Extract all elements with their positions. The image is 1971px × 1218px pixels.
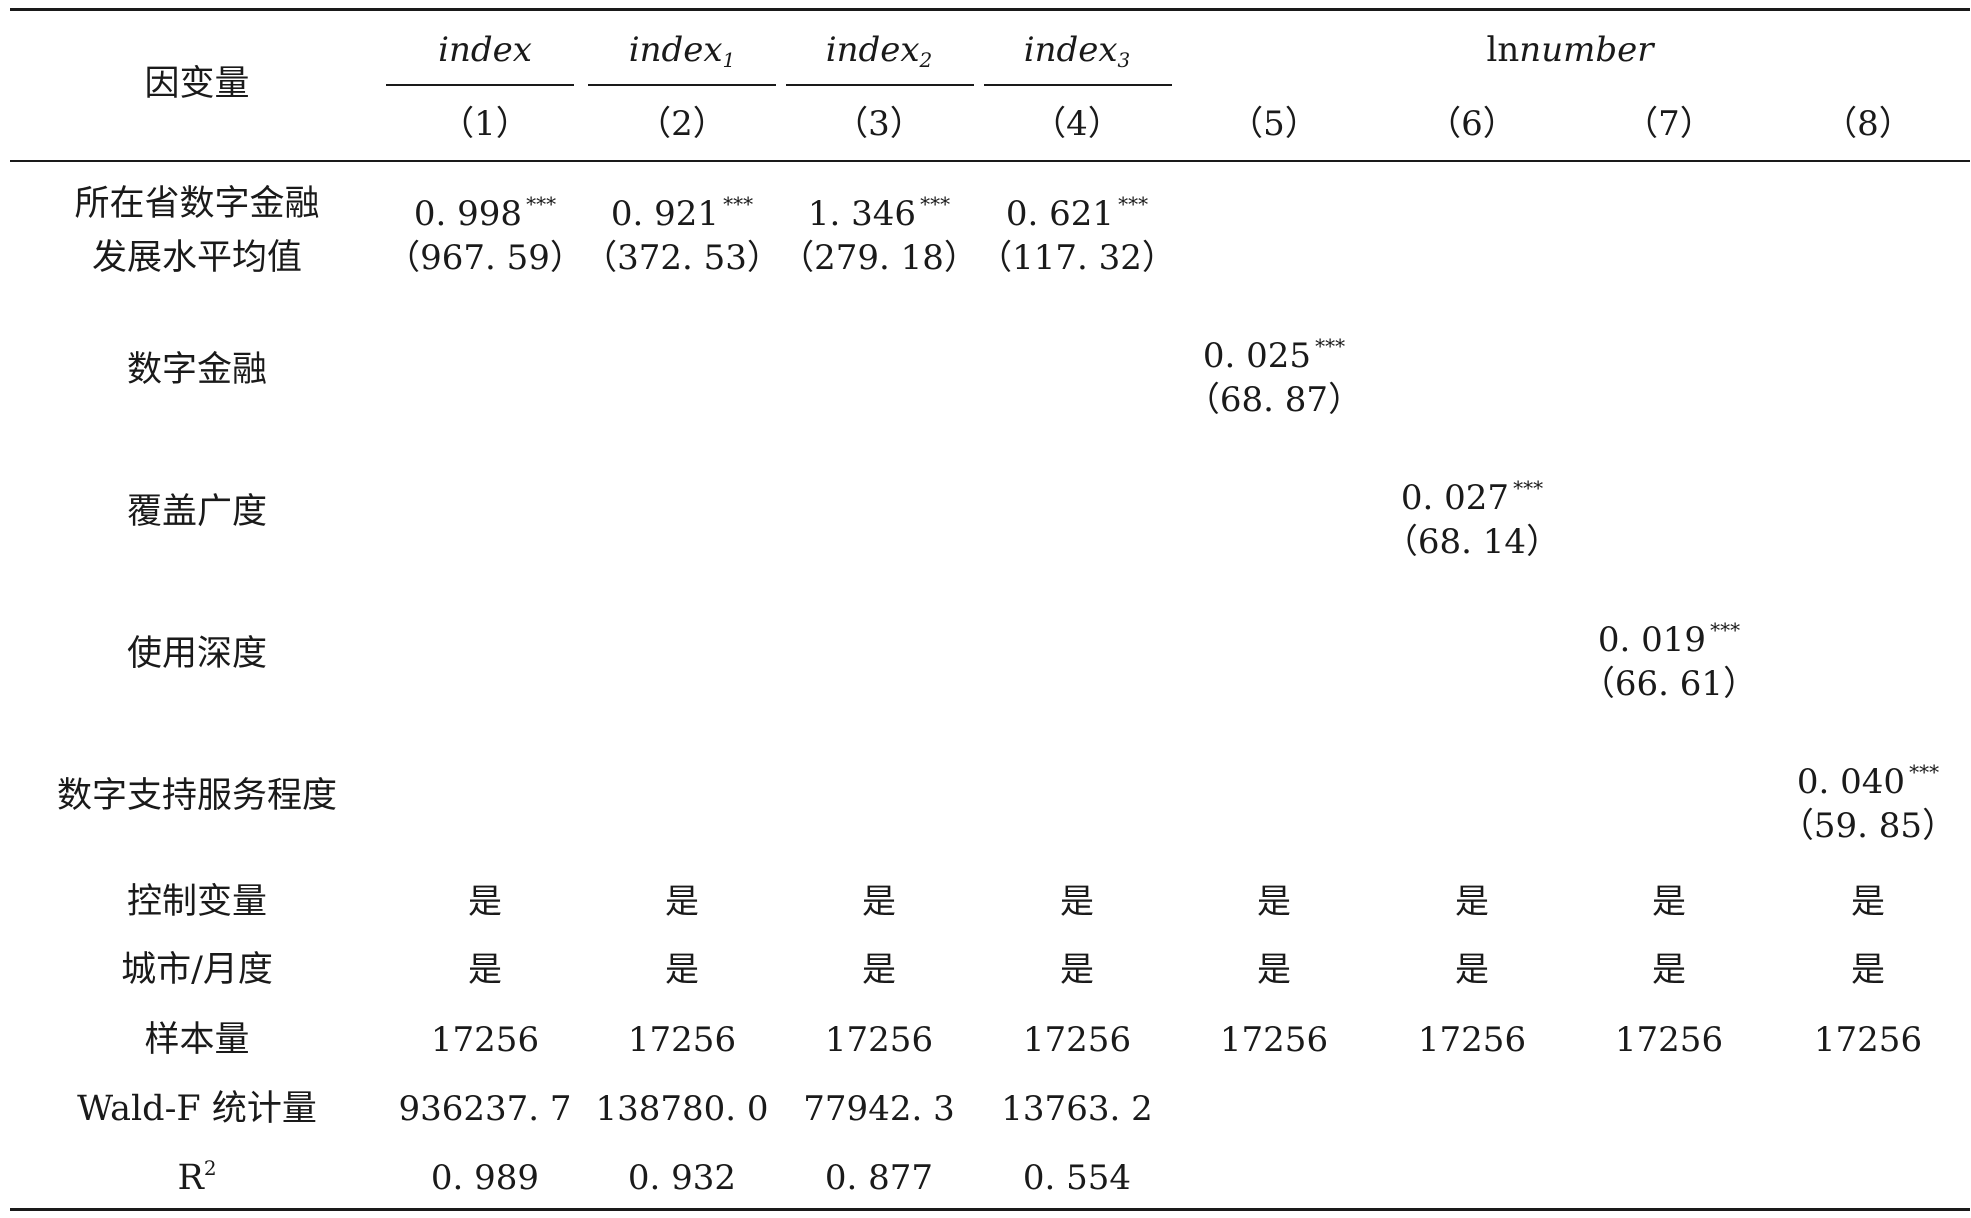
controls-col4: 是 bbox=[1060, 882, 1094, 922]
header-bottom-rule bbox=[10, 160, 1970, 162]
table-top-rule bbox=[10, 8, 1970, 11]
column-number-3: （3） bbox=[834, 104, 924, 144]
fixed-effects-col4: 是 bbox=[1060, 950, 1094, 990]
group-header-index-2: index2 bbox=[825, 30, 933, 72]
column-number-4: （4） bbox=[1032, 104, 1122, 144]
row-label-sample-size: 样本量 bbox=[144, 1020, 250, 1060]
column-number-1: （1） bbox=[440, 104, 530, 144]
coef-province-col1: 0. 998 *** bbox=[413, 192, 557, 234]
group-header-lnnumber: lnnumber bbox=[1486, 30, 1654, 70]
controls-col3: 是 bbox=[862, 882, 896, 922]
fixed-effects-col6: 是 bbox=[1455, 950, 1489, 990]
fixed-effects-col3: 是 bbox=[862, 950, 896, 990]
tstat-support-col8: （59. 85） bbox=[1779, 806, 1957, 846]
row-label-wald-f: Wald-F 统计量 bbox=[77, 1089, 317, 1129]
group-header-index: index bbox=[438, 30, 532, 70]
tstat-coverage-col6: （68. 14） bbox=[1383, 522, 1561, 562]
r2-col3: 0. 877 bbox=[824, 1158, 934, 1198]
group-header-index-1: index1 bbox=[628, 30, 736, 72]
wald-col1: 936237. 7 bbox=[398, 1089, 572, 1129]
row-label-coverage-breadth: 覆盖广度 bbox=[126, 492, 268, 532]
group-header-index-3: index3 bbox=[1023, 30, 1131, 72]
tstat-province-col2: （372. 53） bbox=[583, 238, 781, 278]
column-number-2: （2） bbox=[637, 104, 727, 144]
column-number-7: （7） bbox=[1624, 104, 1714, 144]
group-underline-3 bbox=[786, 84, 974, 86]
row-label-r-squared: R2 bbox=[177, 1156, 217, 1198]
row-label-digital-finance: 数字金融 bbox=[126, 350, 268, 390]
dependent-variable-label: 因变量 bbox=[144, 64, 250, 104]
tstat-province-col1: （967. 59） bbox=[386, 238, 584, 278]
controls-col6: 是 bbox=[1455, 882, 1489, 922]
sample-col7: 17256 bbox=[1614, 1020, 1724, 1060]
coef-digital-finance-col5: 0. 025 *** bbox=[1202, 334, 1346, 376]
column-number-6: （6） bbox=[1427, 104, 1517, 144]
r2-col1: 0. 989 bbox=[430, 1158, 540, 1198]
sample-col8: 17256 bbox=[1813, 1020, 1923, 1060]
fixed-effects-col1: 是 bbox=[468, 950, 502, 990]
row-label-fixed-effects: 城市/月度 bbox=[121, 950, 273, 990]
sample-col5: 17256 bbox=[1219, 1020, 1329, 1060]
coef-province-col4: 0. 621 *** bbox=[1005, 192, 1149, 234]
fixed-effects-col8: 是 bbox=[1851, 950, 1885, 990]
group-underline-2 bbox=[588, 84, 776, 86]
tstat-digital-finance-col5: （68. 87） bbox=[1185, 380, 1363, 420]
controls-col7: 是 bbox=[1652, 882, 1686, 922]
fixed-effects-col2: 是 bbox=[665, 950, 699, 990]
group-underline-4 bbox=[984, 84, 1172, 86]
row-label-controls: 控制变量 bbox=[126, 882, 268, 922]
r2-col4: 0. 554 bbox=[1022, 1158, 1132, 1198]
tstat-province-col3: （279. 18） bbox=[780, 238, 978, 278]
coef-coverage-col6: 0. 027 *** bbox=[1400, 476, 1544, 518]
sample-col4: 17256 bbox=[1022, 1020, 1132, 1060]
fixed-effects-col7: 是 bbox=[1652, 950, 1686, 990]
r2-col2: 0. 932 bbox=[627, 1158, 737, 1198]
coef-usage-col7: 0. 019 *** bbox=[1597, 618, 1741, 660]
wald-col2: 138780. 0 bbox=[595, 1089, 769, 1129]
controls-col5: 是 bbox=[1257, 882, 1291, 922]
column-number-5: （5） bbox=[1229, 104, 1319, 144]
coef-province-col3: 1. 346 *** bbox=[807, 192, 951, 234]
row-label-digital-support: 数字支持服务程度 bbox=[56, 776, 338, 816]
fixed-effects-col5: 是 bbox=[1257, 950, 1291, 990]
sample-col1: 17256 bbox=[430, 1020, 540, 1060]
sample-col3: 17256 bbox=[824, 1020, 934, 1060]
wald-col3: 77942. 3 bbox=[803, 1089, 955, 1129]
controls-col2: 是 bbox=[665, 882, 699, 922]
coef-province-col2: 0. 921 *** bbox=[610, 192, 754, 234]
sample-col6: 17256 bbox=[1417, 1020, 1527, 1060]
sample-col2: 17256 bbox=[627, 1020, 737, 1060]
controls-col1: 是 bbox=[468, 882, 502, 922]
group-underline-1 bbox=[386, 84, 574, 86]
tstat-usage-col7: （66. 61） bbox=[1580, 664, 1758, 704]
column-number-8: （8） bbox=[1823, 104, 1913, 144]
coef-support-col8: 0. 040 *** bbox=[1796, 760, 1940, 802]
table-bottom-rule bbox=[10, 1208, 1970, 1211]
controls-col8: 是 bbox=[1851, 882, 1885, 922]
row-label-usage-depth: 使用深度 bbox=[126, 634, 268, 674]
row-label-province-digital-finance: 所在省数字金融 发展水平均值 bbox=[74, 184, 320, 278]
wald-col4: 13763. 2 bbox=[1001, 1089, 1153, 1129]
tstat-province-col4: （117. 32） bbox=[978, 238, 1176, 278]
